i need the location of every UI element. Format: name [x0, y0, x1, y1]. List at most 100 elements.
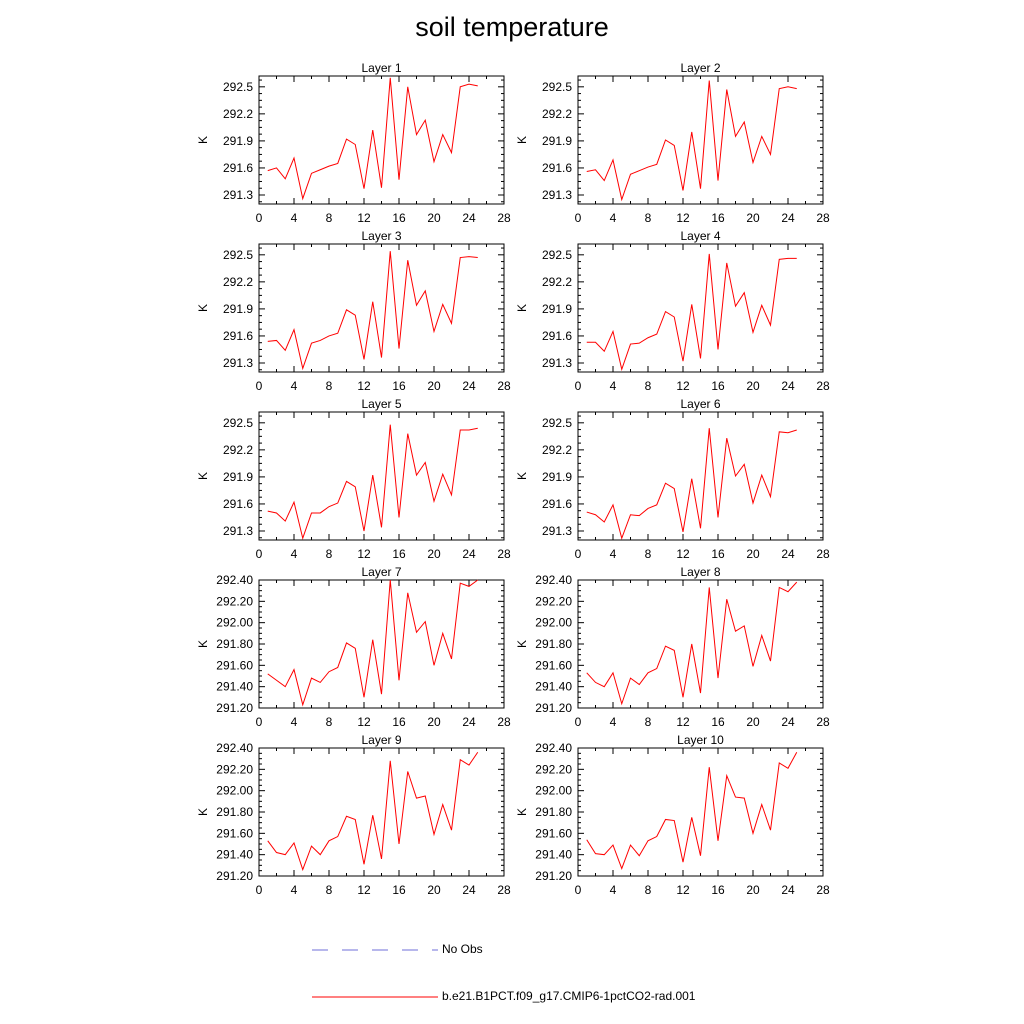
series-line [586, 428, 797, 540]
x-tick-label: 12 [676, 883, 690, 897]
y-tick-label: 292.2 [223, 107, 253, 121]
y-tick-label: 292.20 [216, 594, 253, 608]
y-tick-label: 291.40 [535, 848, 572, 862]
series-line [267, 251, 478, 371]
x-tick-label: 28 [497, 211, 511, 225]
y-tick-label: 291.9 [223, 302, 253, 316]
series-line [267, 77, 478, 201]
y-tick-label: 291.9 [542, 302, 572, 316]
x-tick-label: 4 [610, 547, 617, 561]
y-axis-label: K [515, 304, 529, 312]
series-line [267, 579, 479, 707]
x-tick-label: 0 [575, 883, 582, 897]
x-tick-label: 20 [746, 715, 760, 729]
y-tick-label: 291.60 [216, 658, 253, 672]
panel-layer-10: Layer 10 0 4 8 12 16 20 24 28 291.20 291.40 291.60 2… [515, 733, 830, 897]
panel-title: Layer 3 [361, 229, 401, 243]
x-tick-label: 20 [746, 547, 760, 561]
y-tick-label: 291.40 [216, 848, 253, 862]
plot-frame [577, 411, 824, 541]
x-tick-label: 16 [392, 211, 406, 225]
x-tick-label: 28 [497, 715, 511, 729]
x-tick-label: 28 [816, 883, 830, 897]
x-tick-label: 0 [256, 211, 263, 225]
panel-title: Layer 6 [680, 397, 720, 411]
x-tick-label: 24 [781, 883, 795, 897]
y-axis-label: K [196, 640, 210, 648]
y-tick-label: 292.20 [535, 594, 572, 608]
x-tick-label: 16 [711, 883, 725, 897]
y-tick-label: 291.6 [223, 161, 253, 175]
panel-layer-2: Layer 2 0 4 8 12 16 20 24 28 291.3 291.6 291.9 292.2… [515, 61, 830, 225]
y-tick-label: 292.00 [535, 784, 572, 798]
panel-layer-1: Layer 1 0 4 8 12 16 20 24 28 291.3 291.6 291.9 292.2… [196, 61, 511, 225]
x-tick-label: 0 [575, 715, 582, 729]
y-tick-label: 291.3 [542, 524, 572, 538]
x-tick-label: 8 [326, 883, 333, 897]
panel-title: Layer 2 [680, 61, 720, 75]
y-tick-label: 291.3 [542, 356, 572, 370]
x-tick-label: 8 [326, 547, 333, 561]
x-tick-label: 24 [781, 715, 795, 729]
y-tick-label: 292.2 [223, 275, 253, 289]
x-tick-label: 16 [711, 547, 725, 561]
y-tick-label: 292.40 [216, 741, 253, 755]
panel-layer-4: Layer 4 0 4 8 12 16 20 24 28 291.3 291.6 291.9 292.2… [515, 229, 830, 393]
panel-layer-3: Layer 3 0 4 8 12 16 20 24 28 291.3 291.6 291.9 292.2… [196, 229, 511, 393]
y-tick-label: 292.2 [542, 443, 572, 457]
x-tick-label: 20 [746, 379, 760, 393]
panel-layer-8: Layer 8 0 4 8 12 16 20 24 28 291.20 291.40 291.60 29… [515, 565, 830, 729]
y-tick-label: 291.6 [542, 329, 572, 343]
y-tick-label: 291.9 [542, 134, 572, 148]
x-tick-label: 12 [357, 211, 371, 225]
x-tick-label: 20 [427, 547, 441, 561]
y-tick-label: 292.5 [223, 248, 253, 262]
y-tick-label: 291.80 [216, 805, 253, 819]
y-tick-label: 291.60 [216, 826, 253, 840]
series-line [586, 80, 797, 202]
x-tick-label: 4 [291, 211, 298, 225]
x-tick-label: 20 [427, 883, 441, 897]
x-tick-label: 20 [427, 379, 441, 393]
panel-layer-6: Layer 6 0 4 8 12 16 20 24 28 291.3 291.6 291.9 292.2… [515, 397, 830, 561]
x-tick-label: 4 [291, 547, 298, 561]
y-tick-label: 292.00 [535, 616, 572, 630]
x-tick-label: 12 [357, 715, 371, 729]
series-line [586, 253, 797, 372]
y-axis-label: K [515, 136, 529, 144]
x-tick-label: 28 [816, 211, 830, 225]
x-tick-label: 12 [676, 547, 690, 561]
y-tick-label: 292.5 [223, 80, 253, 94]
y-tick-label: 292.2 [223, 443, 253, 457]
y-tick-label: 291.80 [535, 637, 572, 651]
x-tick-label: 12 [357, 547, 371, 561]
x-tick-label: 28 [497, 547, 511, 561]
x-tick-label: 4 [610, 379, 617, 393]
legend-model-run-swatch [312, 996, 438, 998]
series-line [267, 424, 478, 540]
y-tick-label: 292.20 [535, 762, 572, 776]
x-tick-label: 4 [610, 211, 617, 225]
x-tick-label: 24 [781, 211, 795, 225]
x-tick-label: 0 [256, 883, 263, 897]
x-tick-label: 24 [462, 715, 476, 729]
x-tick-label: 8 [326, 211, 333, 225]
legend-no-obs-label: No Obs [442, 942, 483, 956]
x-tick-label: 12 [357, 379, 371, 393]
x-tick-label: 16 [711, 379, 725, 393]
x-tick-label: 8 [645, 379, 652, 393]
panel-title: Layer 1 [361, 61, 401, 75]
x-tick-label: 8 [326, 715, 333, 729]
y-tick-label: 292.00 [216, 784, 253, 798]
y-tick-label: 291.6 [542, 161, 572, 175]
y-tick-label: 292.40 [535, 573, 572, 587]
y-tick-label: 291.80 [535, 805, 572, 819]
y-axis-label: K [196, 472, 210, 480]
y-tick-label: 292.40 [535, 741, 572, 755]
y-tick-label: 292.5 [542, 80, 572, 94]
legend-no-obs-swatch [312, 949, 438, 951]
y-tick-label: 291.80 [216, 637, 253, 651]
x-tick-label: 12 [357, 883, 371, 897]
x-tick-label: 24 [462, 211, 476, 225]
